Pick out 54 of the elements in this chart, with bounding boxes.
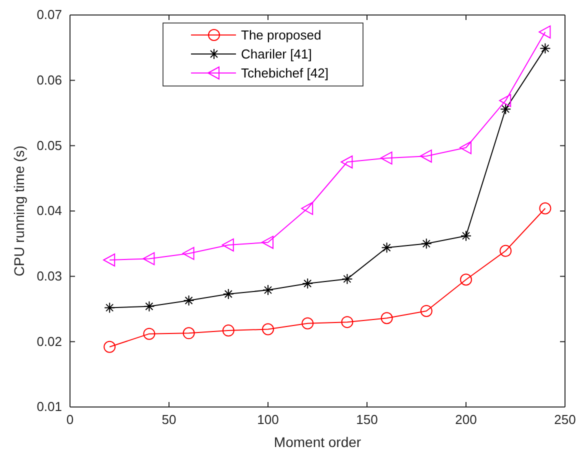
point	[460, 141, 472, 154]
point	[182, 246, 194, 260]
point	[539, 202, 552, 214]
y-tick-label: 0.03	[36, 268, 62, 284]
point	[420, 150, 432, 163]
point	[302, 278, 314, 290]
point	[222, 324, 234, 337]
point	[499, 94, 512, 108]
point	[420, 238, 432, 250]
point	[222, 238, 234, 252]
legend-label: Tchebichef [42]	[241, 66, 328, 80]
point	[420, 304, 432, 317]
y-tick-label: 0.06	[36, 72, 62, 88]
legend-label: Chariler [41]	[241, 46, 312, 62]
point	[182, 327, 195, 340]
point	[262, 323, 274, 336]
y-tick-label: 0.02	[36, 334, 62, 349]
point	[380, 312, 393, 324]
point	[500, 104, 512, 115]
x-tick-label: 50	[162, 412, 176, 428]
point	[262, 284, 274, 296]
x-tick-label: 100	[257, 412, 279, 428]
x-tick-label: 0	[66, 412, 74, 428]
point	[103, 254, 116, 266]
y-tick-label: 0.01	[36, 399, 62, 414]
point	[381, 242, 392, 254]
y-tick-label: 0.05	[36, 138, 62, 153]
x-tick-label: 150	[356, 412, 378, 428]
x-tick-label: 200	[455, 412, 477, 428]
point	[380, 152, 392, 165]
point	[460, 274, 472, 286]
point	[301, 202, 314, 215]
point	[144, 300, 155, 312]
point	[222, 288, 234, 300]
x-axis-title: Moment order	[274, 434, 362, 450]
legend-label: The proposed	[241, 28, 322, 42]
point	[500, 244, 512, 257]
point	[460, 230, 472, 242]
x-tick-label: 250	[554, 412, 576, 428]
point	[104, 302, 116, 314]
point	[262, 236, 274, 249]
y-tick-label: 0.04	[36, 203, 62, 218]
point	[341, 316, 354, 328]
point	[104, 340, 116, 353]
point	[538, 25, 551, 38]
point	[340, 156, 353, 168]
point	[143, 328, 156, 340]
point	[142, 252, 155, 266]
y-axis-title: CPU running time (s)	[11, 146, 27, 276]
point	[342, 273, 353, 284]
point	[183, 295, 194, 306]
point	[540, 42, 551, 54]
y-tick-label: 0.07	[36, 7, 62, 22]
point	[302, 317, 314, 330]
